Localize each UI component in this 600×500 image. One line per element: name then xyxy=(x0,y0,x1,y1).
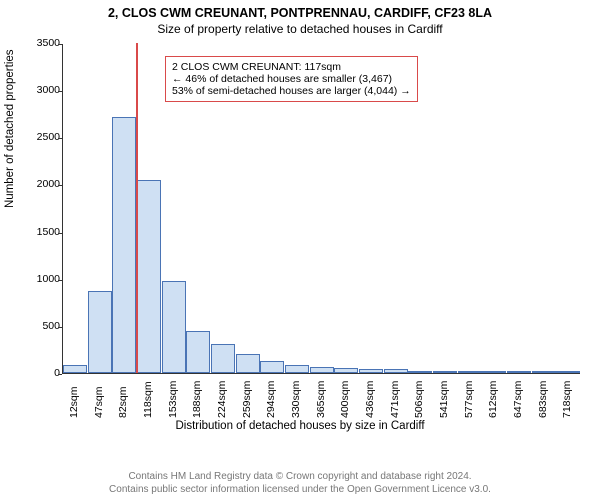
bar xyxy=(236,354,260,373)
x-tick-label: 612sqm xyxy=(487,381,499,418)
bar xyxy=(112,117,136,373)
y-tick-label: 1500 xyxy=(20,226,60,238)
y-tick-mark xyxy=(58,374,62,375)
bar xyxy=(211,344,235,373)
x-tick-label: 506sqm xyxy=(413,381,425,418)
y-axis-label: Number of detached properties xyxy=(4,49,16,208)
x-tick-label: 259sqm xyxy=(241,381,253,418)
x-tick-label: 224sqm xyxy=(216,381,228,418)
chart-title-sub: Size of property relative to detached ho… xyxy=(0,20,600,36)
x-tick-label: 577sqm xyxy=(463,381,475,418)
y-tick-mark xyxy=(58,233,62,234)
property-marker-line xyxy=(136,43,138,373)
footer-attribution: Contains HM Land Registry data © Crown c… xyxy=(0,470,600,496)
y-tick-mark xyxy=(58,44,62,45)
bar xyxy=(334,368,358,373)
y-tick-label: 2000 xyxy=(20,178,60,190)
info-line-smaller: ← 46% of detached houses are smaller (3,… xyxy=(172,73,411,85)
bar xyxy=(285,365,309,373)
bar xyxy=(482,371,506,373)
y-tick-mark xyxy=(58,280,62,281)
y-tick-mark xyxy=(58,138,62,139)
x-tick-label: 683sqm xyxy=(537,381,549,418)
bar xyxy=(507,371,531,373)
bar xyxy=(433,371,457,373)
x-tick-label: 47sqm xyxy=(93,386,105,418)
info-line-property: 2 CLOS CWM CREUNANT: 117sqm xyxy=(172,61,411,73)
info-callout-box: 2 CLOS CWM CREUNANT: 117sqm ← 46% of det… xyxy=(165,56,418,102)
chart-title-main: 2, CLOS CWM CREUNANT, PONTPRENNAU, CARDI… xyxy=(0,0,600,20)
y-tick-label: 3500 xyxy=(20,37,60,49)
x-tick-label: 400sqm xyxy=(339,381,351,418)
footer-line-1: Contains HM Land Registry data © Crown c… xyxy=(0,470,600,483)
y-tick-label: 2500 xyxy=(20,131,60,143)
info-line-larger: 53% of semi-detached houses are larger (… xyxy=(172,85,411,97)
x-tick-label: 647sqm xyxy=(512,381,524,418)
bar xyxy=(260,361,284,373)
footer-line-2: Contains public sector information licen… xyxy=(0,483,600,496)
x-tick-label: 153sqm xyxy=(167,381,179,418)
bar xyxy=(137,180,161,373)
x-tick-label: 718sqm xyxy=(561,381,573,418)
y-tick-mark xyxy=(58,327,62,328)
bar xyxy=(359,369,383,373)
bar xyxy=(88,291,112,373)
bar xyxy=(532,371,556,373)
bar xyxy=(384,369,408,373)
bar xyxy=(63,365,87,373)
x-tick-label: 82sqm xyxy=(117,386,129,418)
bar xyxy=(556,371,580,373)
x-tick-label: 118sqm xyxy=(142,381,154,418)
x-tick-label: 471sqm xyxy=(389,381,401,418)
y-tick-label: 1000 xyxy=(20,273,60,285)
x-tick-label: 294sqm xyxy=(265,381,277,418)
x-tick-label: 12sqm xyxy=(68,386,80,418)
y-tick-label: 500 xyxy=(20,320,60,332)
x-tick-label: 436sqm xyxy=(364,381,376,418)
y-tick-mark xyxy=(58,185,62,186)
x-tick-label: 365sqm xyxy=(315,381,327,418)
y-tick-label: 3000 xyxy=(20,84,60,96)
bar xyxy=(162,281,186,373)
x-tick-label: 330sqm xyxy=(290,381,302,418)
y-tick-label: 0 xyxy=(20,367,60,379)
bar xyxy=(408,371,432,373)
x-axis-label: Distribution of detached houses by size … xyxy=(0,420,600,432)
bar xyxy=(458,371,482,373)
bar xyxy=(310,367,334,373)
x-tick-label: 541sqm xyxy=(438,381,450,418)
bar xyxy=(186,331,210,373)
x-tick-label: 188sqm xyxy=(191,381,203,418)
y-tick-mark xyxy=(58,91,62,92)
